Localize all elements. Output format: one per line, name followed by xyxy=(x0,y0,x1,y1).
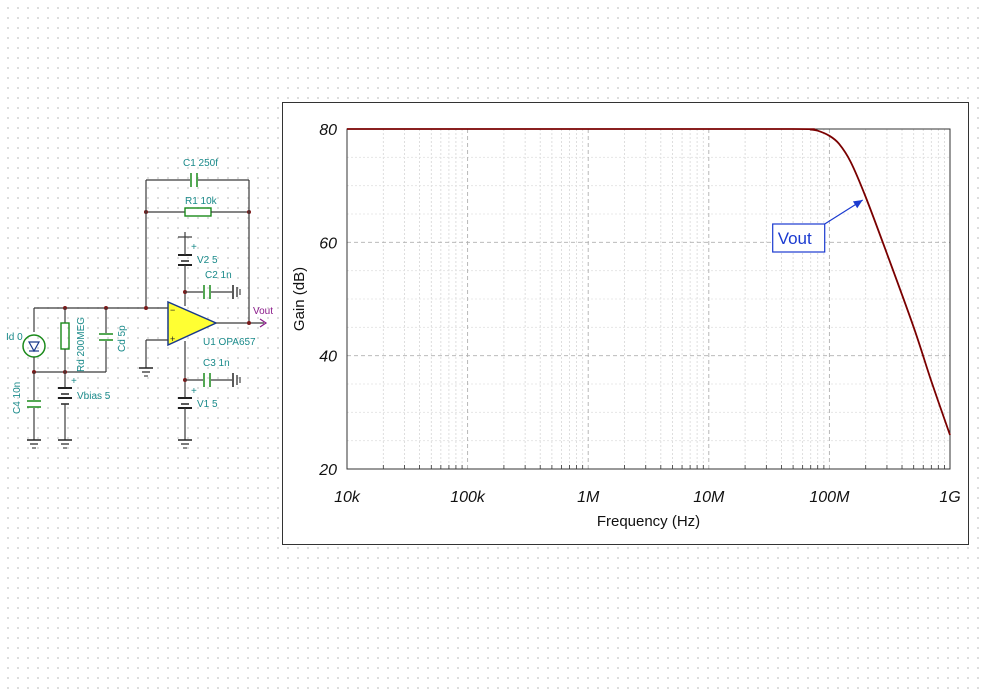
y-axis-title: Gain (dB) xyxy=(291,267,308,331)
x-tick-label: 1M xyxy=(577,489,600,506)
label-vout-node: Vout xyxy=(253,306,273,317)
grid-minor xyxy=(347,129,950,469)
x-tick-label: 10k xyxy=(334,489,361,506)
x-axis-ticks: 10k 100k 1M 10M 100M 1G xyxy=(334,489,961,506)
label-c2: C2 1n xyxy=(205,270,232,281)
annotation-vout: Vout xyxy=(772,199,864,253)
label-c4: C4 10n xyxy=(12,382,23,414)
v2-plus-sign: + xyxy=(191,242,197,253)
label-rd: Rd 200MEG xyxy=(76,317,87,372)
label-v1: V1 5 xyxy=(197,399,218,410)
y-tick-label: 80 xyxy=(319,122,337,139)
svg-text:+: + xyxy=(170,334,175,344)
y-tick-label: 40 xyxy=(319,349,337,366)
y-tick-label: 60 xyxy=(319,235,337,252)
opamp-u1[interactable]: − + xyxy=(167,300,218,347)
y-axis-ticks: 20 40 60 80 xyxy=(318,122,337,479)
x-tick-label: 1G xyxy=(939,489,960,506)
label-r1: R1 10k xyxy=(185,196,218,207)
x-tick-label: 10M xyxy=(693,489,725,506)
plot-window xyxy=(282,102,969,545)
label-u1: U1 OPA657 xyxy=(203,337,256,348)
decoupling-c3[interactable] xyxy=(185,373,241,387)
circuit-schematic: C1 250f R1 10k + V2 5 C2 1n − + U1 O xyxy=(6,158,273,449)
svg-text:−: − xyxy=(170,305,175,315)
label-cd: Cd 5p xyxy=(117,325,128,352)
supply-v1[interactable] xyxy=(178,397,192,440)
label-id: Id 0 xyxy=(6,332,23,343)
series-line-vout xyxy=(347,128,951,436)
annotation-arrowhead xyxy=(852,200,863,209)
resistor-rd[interactable] xyxy=(60,308,70,372)
label-c3: C3 1n xyxy=(203,358,230,369)
label-c1: C1 250f xyxy=(183,158,218,169)
gain-plot: 10k 100k 1M 10M 100M 1G 20 40 60 80 Frequency (H… xyxy=(291,122,961,530)
decoupling-c2[interactable] xyxy=(185,285,241,299)
capacitor-c4[interactable] xyxy=(27,372,41,440)
x-tick-label: 100k xyxy=(450,489,486,506)
supply-vbias[interactable] xyxy=(58,372,72,440)
x-tick-label: 100M xyxy=(809,489,850,506)
annotation-box xyxy=(772,223,826,253)
current-source-id[interactable] xyxy=(22,334,46,358)
ground-symbol-vbias xyxy=(58,439,72,449)
x-axis-title: Frequency (Hz) xyxy=(597,513,700,530)
v1-plus-sign: + xyxy=(191,386,197,397)
supply-v2[interactable] xyxy=(178,232,192,306)
ground-symbol-v1 xyxy=(178,439,192,449)
label-v2: V2 5 xyxy=(197,255,218,266)
y-tick-label: 20 xyxy=(318,462,337,479)
ground-symbol-c4 xyxy=(27,439,41,449)
annotation-label: Vout xyxy=(778,229,812,248)
vbias-plus-sign: + xyxy=(71,376,77,387)
ground-symbol-noninv xyxy=(139,367,153,377)
feedback-r1-resistor[interactable] xyxy=(146,207,249,217)
label-vbias: Vbias 5 xyxy=(77,391,111,402)
feedback-c1-capacitor[interactable] xyxy=(146,173,249,187)
capacitor-cd[interactable] xyxy=(99,308,113,372)
